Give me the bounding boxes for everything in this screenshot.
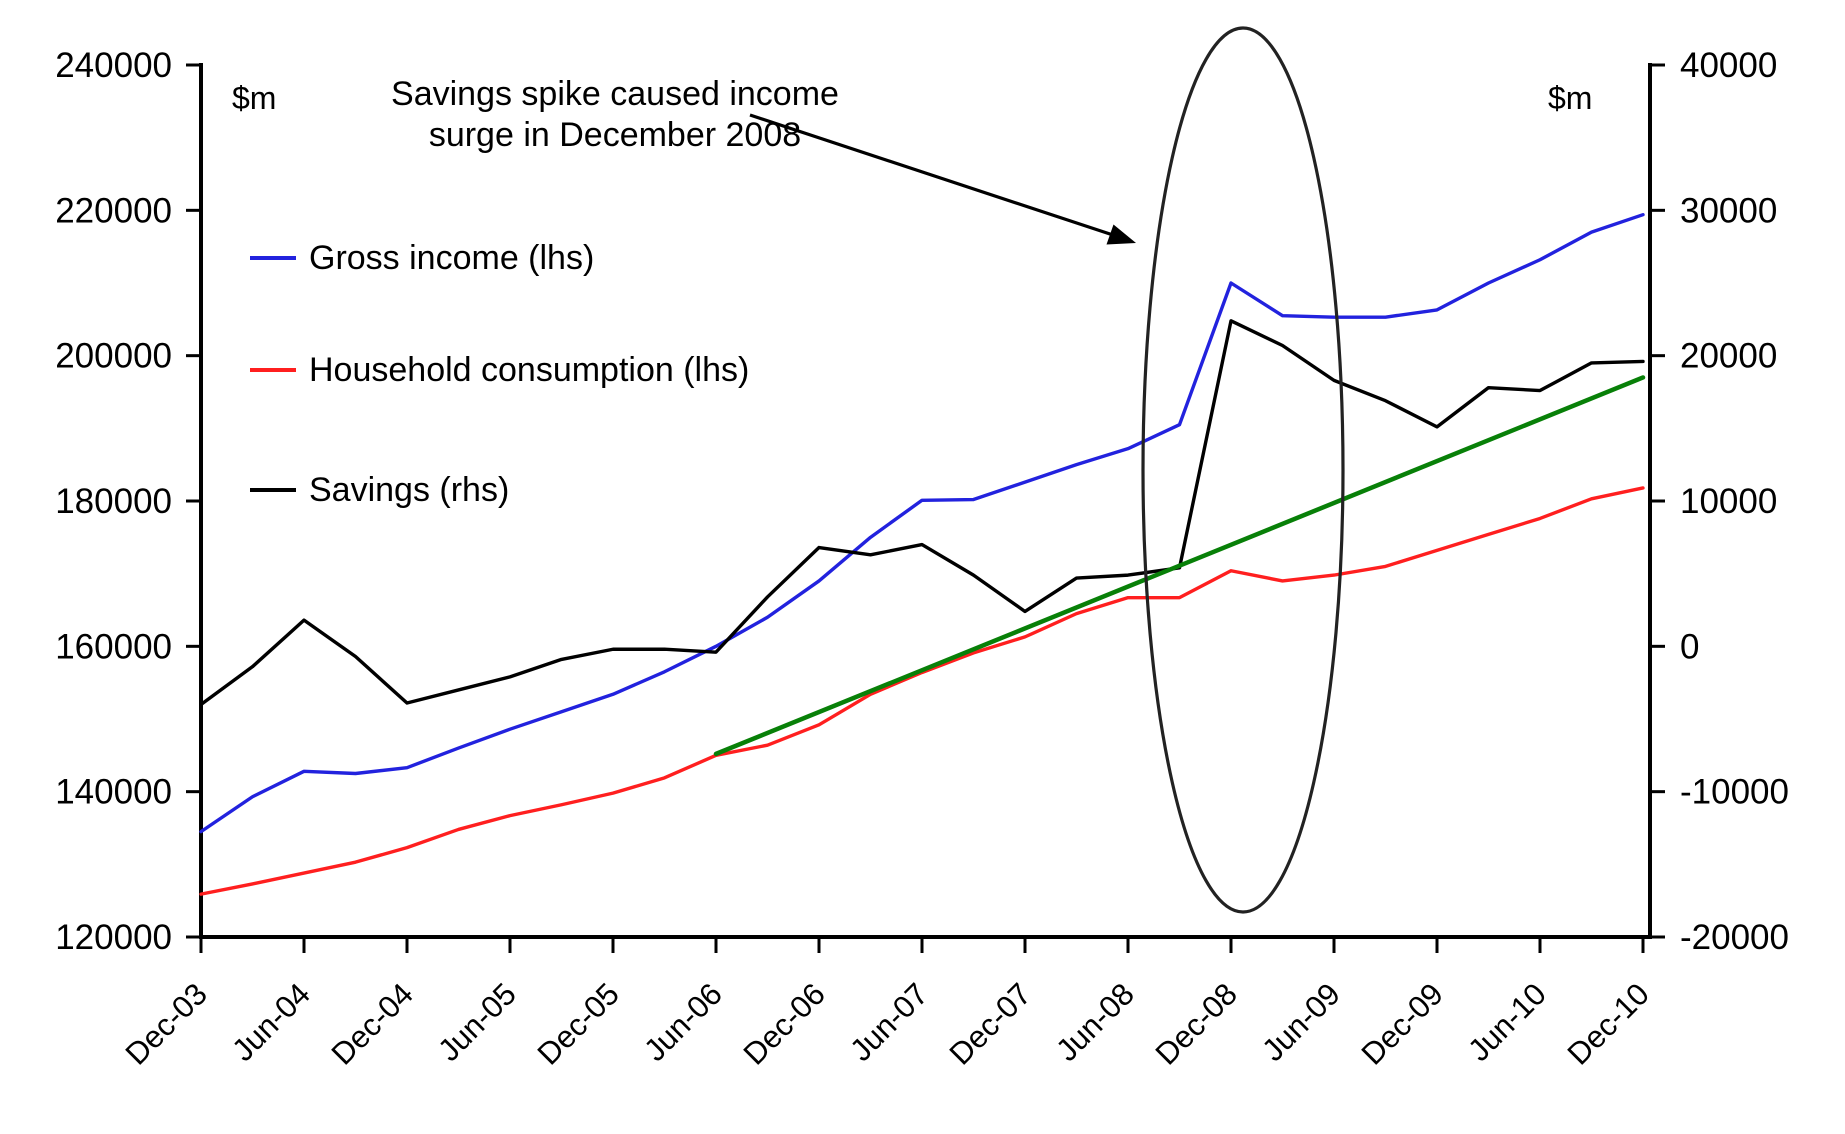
right-axis-tick-label: 40000 — [1680, 46, 1777, 85]
x-axis-tick-label: Jun-09 — [1255, 976, 1347, 1068]
left-axis-tick-label: 240000 — [55, 46, 172, 85]
legend-label-household-consumption: Household consumption (lhs) — [309, 350, 750, 389]
legend-label-savings: Savings (rhs) — [309, 470, 510, 509]
right-axis-tick-label: 30000 — [1680, 191, 1777, 230]
legend-label-gross-income: Gross income (lhs) — [309, 238, 595, 277]
legend-item-household-consumption: Household consumption (lhs) — [250, 350, 749, 390]
annotation-line-1: Savings spike caused income — [391, 75, 839, 113]
x-axis-tick-label: Dec-08 — [1149, 976, 1244, 1071]
right-axis-tick-label: -20000 — [1680, 918, 1789, 957]
household-consumption-lhs-line — [199, 486, 1645, 896]
right-axis-tick-label: -10000 — [1680, 773, 1789, 812]
savings-line-swatch — [250, 488, 296, 492]
x-axis-tick-label: Dec-05 — [531, 976, 626, 1071]
x-axis-tick-label: Jun-07 — [843, 976, 935, 1068]
gross-income-lhs-line — [199, 212, 1645, 834]
x-axis-tick-label: Jun-06 — [637, 976, 729, 1068]
gross-income-line-swatch — [250, 256, 296, 260]
legend-item-gross-income: Gross income (lhs) — [250, 238, 594, 278]
legend-item-savings: Savings (rhs) — [250, 470, 509, 510]
annotation-line-2: surge in December 2008 — [428, 116, 802, 154]
x-axis-tick-label: Dec-07 — [943, 976, 1038, 1071]
x-axis-tick-label: Dec-10 — [1561, 976, 1656, 1071]
left-axis-tick-label: 200000 — [55, 337, 172, 376]
x-axis-tick-label: Jun-04 — [225, 976, 317, 1068]
x-axis-tick-label: Jun-05 — [431, 976, 523, 1068]
savings-rhs-line — [199, 319, 1645, 707]
x-axis-tick-label: Dec-03 — [119, 976, 214, 1071]
annotation-arrow — [749, 113, 1114, 237]
right-axis-unit-label: $m — [1548, 80, 1593, 116]
highlight-ellipse — [1141, 26, 1345, 914]
left-axis-tick-label: 120000 — [55, 918, 172, 957]
left-axis-tick-label: 220000 — [55, 191, 172, 230]
annotation-text: Savings spike caused income surge in Dec… — [330, 74, 900, 156]
x-axis-tick-label: Jun-10 — [1461, 976, 1553, 1068]
left-axis-unit-label: $m — [232, 80, 277, 116]
x-axis-tick-label: Dec-09 — [1355, 976, 1450, 1071]
annotation-arrowhead-icon — [1106, 224, 1136, 245]
x-axis-tick-label: Jun-08 — [1049, 976, 1141, 1068]
x-axis-tick-label: Dec-04 — [325, 976, 420, 1071]
right-axis-tick-label: 20000 — [1680, 337, 1777, 376]
x-axis-tick-label: Dec-06 — [737, 976, 832, 1071]
right-axis-tick-label: 10000 — [1680, 482, 1777, 521]
household-consumption-line-swatch — [250, 368, 296, 372]
left-axis-tick-label: 160000 — [55, 627, 172, 666]
left-axis-tick-label: 140000 — [55, 773, 172, 812]
left-axis-tick-label: 180000 — [55, 482, 172, 521]
trend-line — [713, 375, 1646, 757]
right-axis-tick-label: 0 — [1680, 627, 1699, 666]
